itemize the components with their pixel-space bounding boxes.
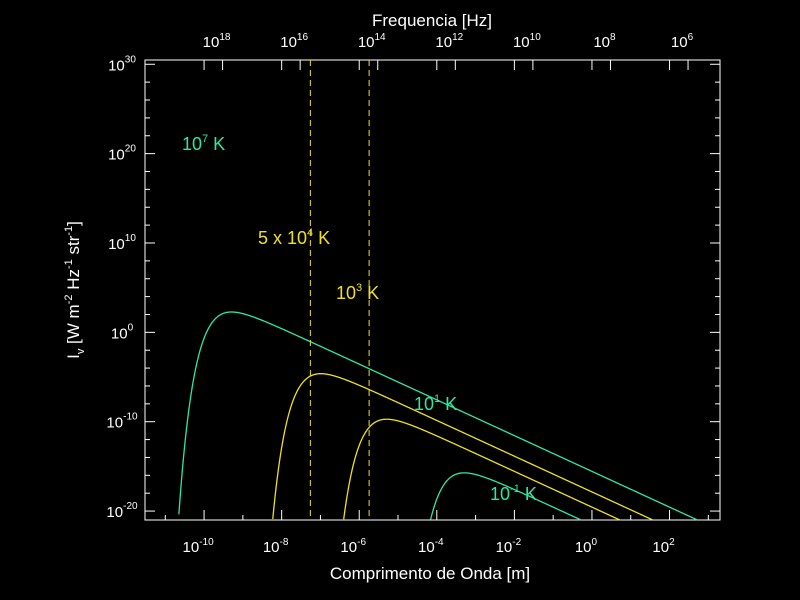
top-tick-label: 1012 — [435, 32, 463, 51]
top-tick-label: 1014 — [358, 32, 386, 51]
x-tick-label: 100 — [575, 537, 598, 556]
series-label-1: 5 x 104 K — [258, 227, 330, 248]
top-tick-label: 1016 — [280, 32, 308, 51]
top-tick-label: 108 — [593, 32, 616, 51]
plot-border — [144, 59, 721, 521]
y-tick-label: 10-10 — [106, 412, 138, 432]
y-axis-title: Iv [W m-2 Hz-1 str-1] — [63, 221, 87, 359]
y-tick-label: 1020 — [108, 144, 136, 164]
x-tick-label: 10-2 — [496, 537, 522, 556]
y-tick-label: 1010 — [108, 233, 136, 253]
x-tick-label: 10-8 — [263, 537, 289, 556]
reference-lines — [309, 60, 370, 520]
y-tick-label: 100 — [111, 322, 134, 342]
tick-layer: 10-10 10-8 10-6 10-4 10-2 100 102 1018 1016 1014 1… — [106, 32, 720, 556]
x-axis-title: Comprimento de Onda [m] — [330, 564, 530, 583]
top-tick-label: 1010 — [513, 32, 541, 51]
top-tick-label: 106 — [671, 32, 694, 51]
series-line-2 — [343, 418, 620, 521]
x-tick-label: 10-10 — [183, 537, 215, 556]
label-layer: 107 K 5 x 104 K 103 K 101 K 10-1 K — [182, 133, 537, 504]
curve-layer — [178, 311, 698, 521]
y-tick-label: 10-20 — [106, 501, 138, 521]
series-label-4: 10-1 K — [490, 483, 537, 504]
series-line-0 — [178, 311, 698, 521]
x-tick-label: 102 — [652, 537, 675, 556]
x-tick-label: 10-4 — [418, 537, 444, 556]
series-line-1 — [272, 373, 653, 521]
plot-frame — [144, 59, 721, 521]
series-label-2: 103 K — [336, 282, 379, 303]
x-tick-label: 10-6 — [340, 537, 366, 556]
y-tick-label: 1030 — [108, 54, 136, 74]
top-axis-title: Frequencia [Hz] — [372, 11, 492, 30]
series-line-3 — [429, 472, 581, 521]
top-tick-label: 1018 — [203, 32, 231, 51]
series-label-0: 107 K — [182, 133, 225, 154]
series-label-3: 101 K — [414, 393, 457, 414]
